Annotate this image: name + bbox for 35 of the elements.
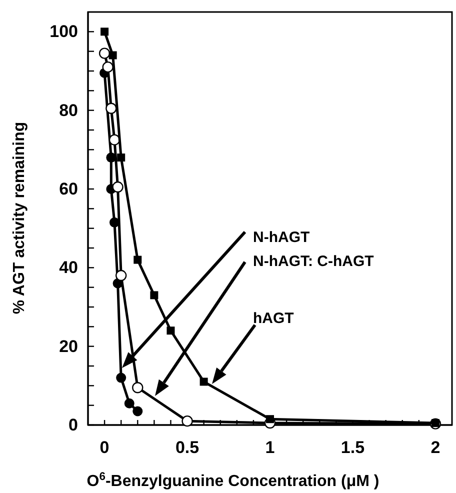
x-axis-title: O$^{6}$-Benzylguanine Concentration (μM ) (86, 471, 380, 490)
point (266, 415, 274, 424)
point (134, 256, 142, 264)
point (98, 48, 110, 59)
x-tick-label: 1.5 (340, 438, 365, 458)
y-tick-label: 0 (68, 415, 78, 434)
x-tick-label: 0.5 (175, 438, 200, 458)
point (116, 372, 126, 383)
point (115, 270, 127, 282)
point (124, 398, 134, 408)
x-tick-label: 2 (430, 438, 440, 458)
y-tick-label: 40 (59, 258, 78, 278)
y-tick-label: 80 (59, 100, 78, 120)
annotation: N-hAGT (253, 229, 310, 246)
y-tick-label: 20 (59, 336, 78, 356)
point (108, 51, 117, 60)
annotation: N-hAGT: C-hAGT (253, 253, 374, 270)
y-tick-label: 60 (59, 179, 78, 198)
x-tick-label: 0 (100, 438, 110, 458)
point (112, 181, 124, 193)
point (132, 382, 144, 394)
x-tick-label: 1 (265, 438, 275, 458)
point (108, 134, 120, 146)
y-tick-label: 100 (50, 22, 78, 42)
point (100, 28, 109, 36)
point (200, 378, 208, 386)
point (150, 291, 158, 300)
annotation: hAGT (253, 310, 294, 327)
point (106, 102, 117, 114)
point (182, 415, 193, 427)
point (132, 406, 143, 416)
point (102, 61, 114, 73)
point (166, 326, 175, 335)
point (117, 154, 126, 162)
y-axis-title: % AGT activity remaining (11, 122, 28, 314)
